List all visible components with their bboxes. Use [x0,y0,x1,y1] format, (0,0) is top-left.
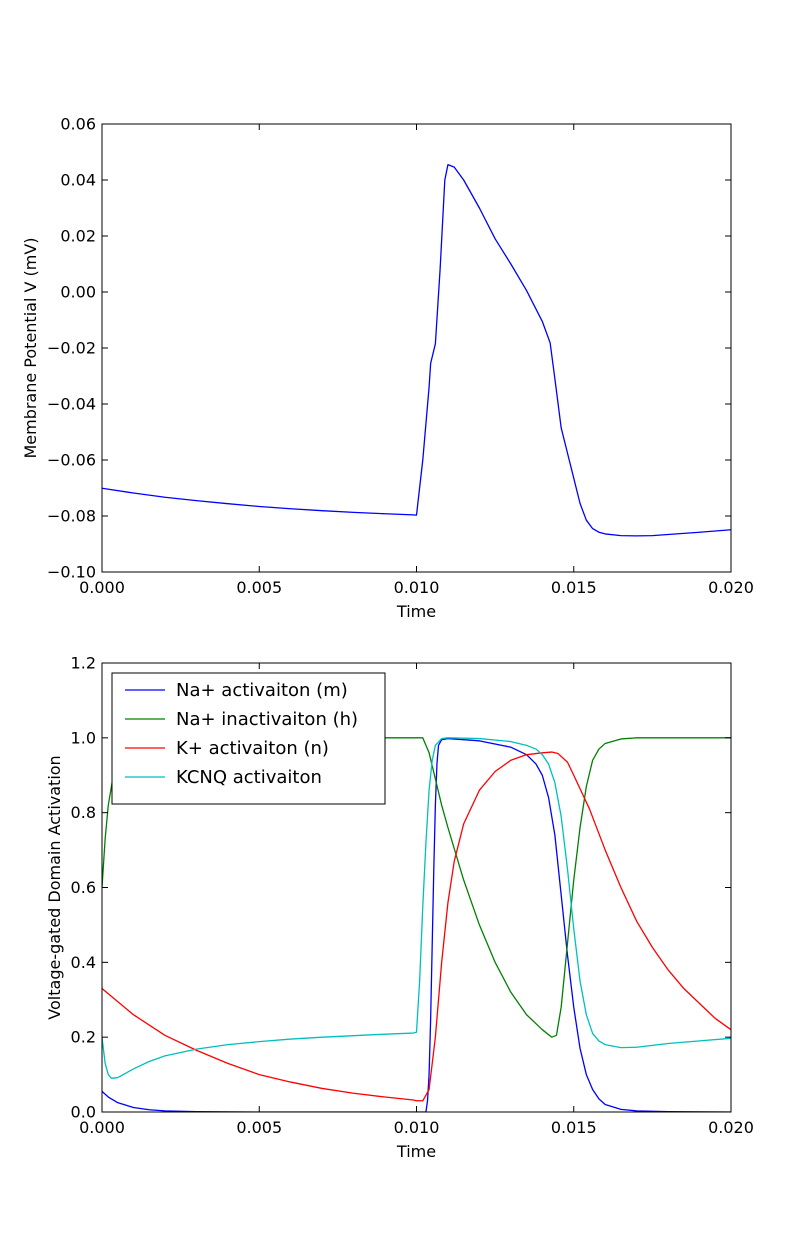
series-line-1 [102,163,731,537]
y-tick-label: −0.02 [47,339,96,358]
chart-1: 0.000 0.005 0.010 0.015 0.020 −0.10 −0.08 −0.06… [21,115,754,622]
series-line-3 [102,751,731,1102]
x-tick-label: 0.020 [708,1118,754,1137]
y-axis-label: Membrane Potential V (mV) [21,237,40,458]
y-tick-label: 0.02 [60,227,96,246]
legend-entry: KCNQ activaiton [176,767,322,788]
legend-box [111,672,386,805]
legend: Na+ activaiton (m) Na+ inactivaiton (h) K+… [111,672,386,805]
y-tick-label: 0.04 [60,171,96,190]
legend-entry: K+ activaiton (n) [176,738,329,759]
y-tick-label: 0.06 [60,115,96,134]
x-tick-label: 0.015 [551,1118,597,1137]
plot-frame [101,123,732,573]
y-tick-label: 1.0 [71,728,96,747]
y-tick-label: 0.0 [71,1103,96,1122]
x-tick-label: 0.020 [708,578,754,597]
plot-lines [102,163,731,537]
y-axis-label: Voltage-gated Domain Activation [45,755,64,1019]
x-tick-label: 0.005 [236,1118,282,1137]
y-tick-label: −0.04 [47,395,96,414]
legend-entry: Na+ inactivaiton (h) [176,709,358,730]
x-axis-label: Time [396,602,436,621]
x-tick-label: 0.010 [394,578,440,597]
series-line-4 [102,737,731,1079]
y-tick-label: −0.08 [47,507,96,526]
x-tick-label: 0.000 [79,578,125,597]
y-tick-label: 0.4 [71,953,96,972]
x-tick-label: 0.010 [394,1118,440,1137]
y-tick-label: 0.8 [71,803,96,822]
x-axis-label: Time [396,1142,436,1161]
y-tick-label: −0.10 [47,563,96,582]
y-tick-label: 0.6 [71,878,96,897]
x-tick-label: 0.005 [236,578,282,597]
x-tick-label: 0.015 [551,578,597,597]
y-tick-label: −0.06 [47,451,96,470]
chart-2: 0.000 0.005 0.010 0.015 0.020 0.0 0.2 0.4 0.6 0.8… [45,654,754,1162]
x-tick-label: 0.000 [79,1118,125,1137]
legend-entry: Na+ activaiton (m) [176,680,348,701]
y-tick-label: 0.2 [71,1028,96,1047]
y-tick-label: 1.2 [71,654,96,673]
y-tick-label: 0.00 [60,283,96,302]
